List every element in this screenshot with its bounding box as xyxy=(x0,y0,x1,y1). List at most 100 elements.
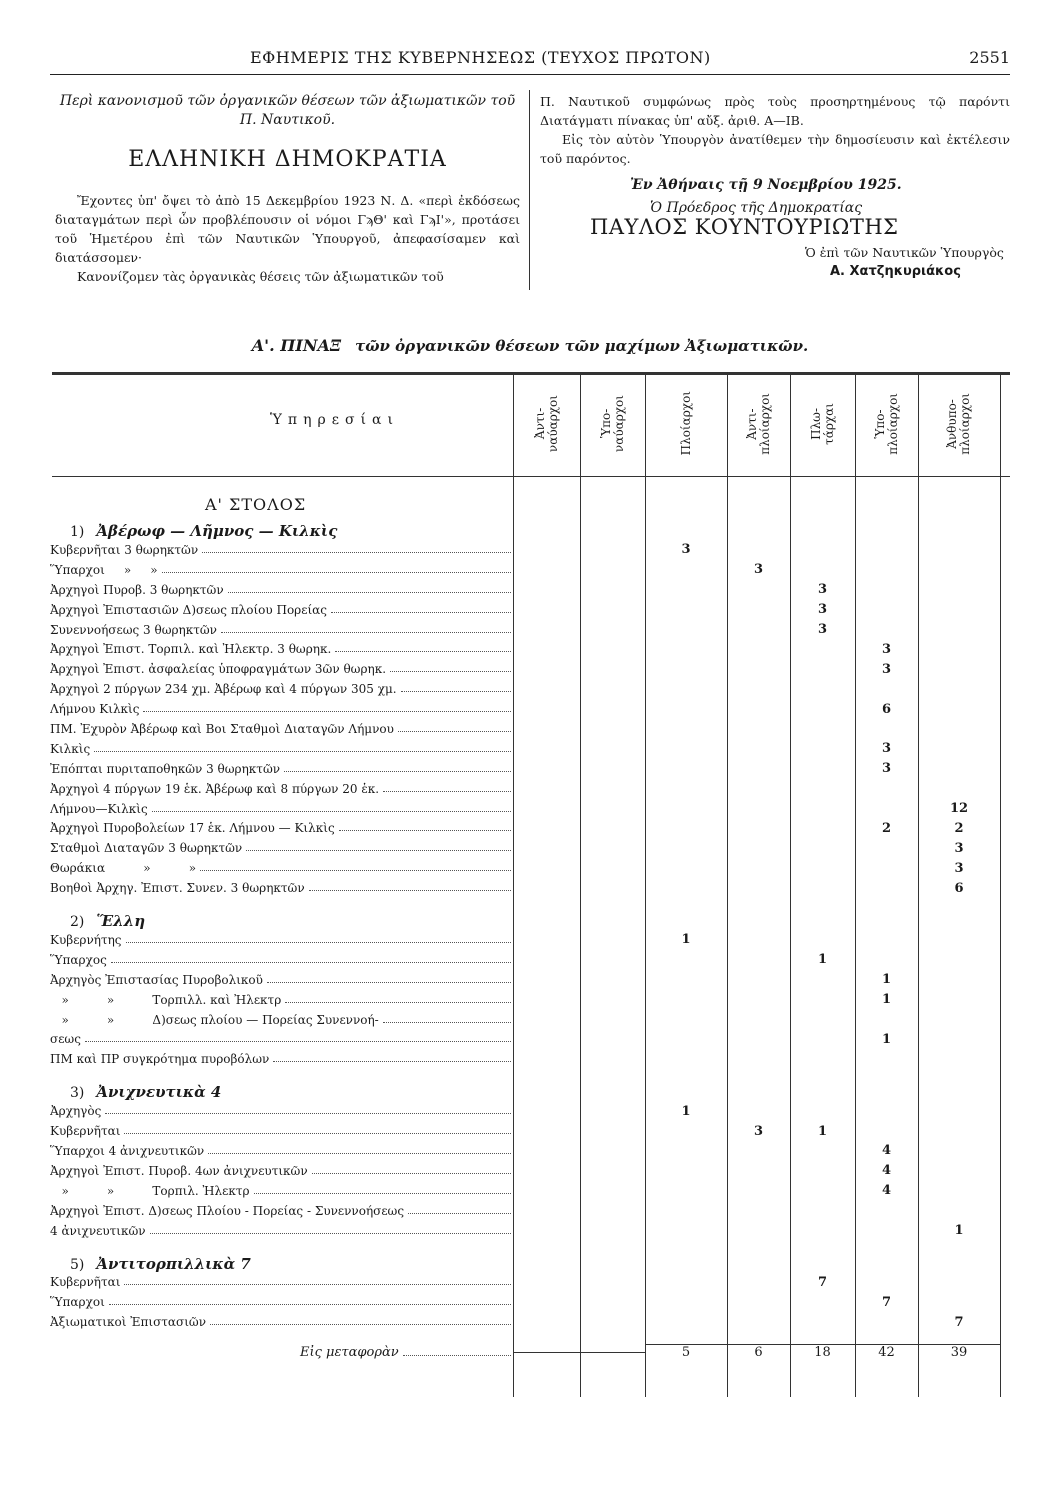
dot-leader xyxy=(335,642,511,653)
dot-leader xyxy=(246,841,511,852)
section-number: 3) xyxy=(70,1085,85,1102)
row-label-text: Ἀρχηγοὶ Ἐπιστ. Πυροβ. 4ων ἀνιχνευτικῶν xyxy=(50,1163,308,1178)
place-date: Ἐν Ἀθήναις τῇ 9 Νοεμβρίου 1925. xyxy=(630,177,902,193)
table-row: Ἀρχηγοὶ Ἐπιστασιῶν Δ)σεως πλοίου Πορείας… xyxy=(0,600,1060,620)
table-cell: 1 xyxy=(881,1031,892,1047)
table-cell: 3 xyxy=(881,741,892,757)
table-row: Ἀρχηγὸς 1 xyxy=(0,1101,1060,1121)
row-label-text: Ἀξιωματικοὶ Ἐπιστασιῶν xyxy=(50,1315,206,1330)
row-label: Κυβερνῆται xyxy=(50,1275,513,1289)
dot-leader xyxy=(253,1184,511,1194)
row-label: ΠΜ. Ἐχυρὸν Ἀβέρωφ καὶ Βοι Σταθμοὶ Διαταγ… xyxy=(50,722,513,736)
section-name: Ἀντιτορπιλλικὰ 7 xyxy=(96,1254,251,1273)
table-row: » » Δ)σεως πλοίου — Πορείας Συνεννοή- xyxy=(0,1010,1060,1030)
row-label-text: Ἀρχηγοὶ Πυροβολείων 17 ἑκ. Λήμνου — Κιλκ… xyxy=(50,821,335,836)
table-row: Λήμνου Κιλκὶς 6 xyxy=(0,699,1060,719)
table-cell: 1 xyxy=(881,992,892,1008)
row-label-text: Θωράκια » » xyxy=(50,861,197,876)
row-label: Ἐπόπται πυριταποθηκῶν 3 θωρηκτῶν xyxy=(50,762,513,776)
table-cell: 1 xyxy=(817,1123,828,1139)
row-label-text: Λήμνου—Κιλκὶς xyxy=(50,801,148,816)
dot-leader xyxy=(143,702,511,713)
table-body: Α' ΣΤΟΛΟΣ 1) Ἀβέρωφ — Λῆμνος — Κιλκὶς Κυβερ… xyxy=(0,484,1060,1364)
column-header-label: Ὑπο- ναύαρχοι xyxy=(598,394,626,453)
row-label: Βοηθοὶ Ἀρχηγ. Ἐπιστ. Συνεν. 3 θωρηκτῶν xyxy=(50,881,513,895)
dot-leader xyxy=(383,782,511,792)
column-header: Ὑπο- ναύαρχοι xyxy=(580,376,645,471)
section-number: 2) xyxy=(70,914,85,931)
column-rule xyxy=(790,372,791,1397)
dot-leader xyxy=(161,563,511,573)
dot-leader xyxy=(338,821,511,832)
row-label-text: Ἀρχηγοὶ Ἐπιστασιῶν Δ)σεως πλοίου Πορείας xyxy=(50,602,327,617)
row-label: Ὕπαρχος xyxy=(50,953,513,967)
dot-leader xyxy=(84,1032,511,1043)
dot-leader xyxy=(124,1124,511,1135)
row-label: » » Τορπιλ. Ἠλεκτρ xyxy=(50,1184,513,1198)
row-label-text: Ἀρχηγοὶ 4 πύργων 19 ἑκ. Ἀβέρωφ καὶ 8 πύρ… xyxy=(50,781,380,796)
table-row: Ἀρχηγὸς Ἐπιστασίας Πυροβολικοῦ 1 xyxy=(0,970,1060,990)
section-heading: 3) Ἀνιχνευτικὰ 4 xyxy=(0,1069,1060,1101)
decree-paragraph: Ἔχοντες ὑπ' ὄψει τὸ ἀπὸ 15 Δεκεμβρίου 19… xyxy=(55,193,520,265)
column-header: Πλω- τάρχαι xyxy=(790,376,855,471)
table-cell: 39 xyxy=(918,1344,1000,1360)
row-label-text: σεως xyxy=(50,1032,81,1047)
table-row: σεως 1 xyxy=(0,1029,1060,1049)
table-row: Θωράκια » » 3 xyxy=(0,858,1060,878)
row-label-text: » » Τορπιλ. Ἠλεκτρ xyxy=(50,1183,250,1198)
row-label: Ἀρχηγοὶ 4 πύργων 19 ἑκ. Ἀβέρωφ καὶ 8 πύρ… xyxy=(50,782,513,796)
dot-leader xyxy=(308,881,511,892)
row-label-text: Ὕπαρχοι xyxy=(50,1295,105,1310)
row-label-text: Ἀρχηγὸς Ἐπιστασίας Πυροβολικοῦ xyxy=(50,972,263,987)
table-row: Κιλκὶς 3 xyxy=(0,739,1060,759)
gazette-title: ΕΦΗΜΕΡΙΣ ΤΗΣ ΚΥΒΕΡΝΗΣΕΩΣ (ΤΕΥΧΟΣ ΠΡΩΤΟΝ) xyxy=(250,48,711,67)
table-row: Ἀρχηγοὶ Ἐπιστ. Δ)σεως Πλοίου - Πορείας -… xyxy=(0,1201,1060,1221)
minister-title: Ὁ ἐπὶ τῶν Ναυτικῶν Ὑπουργὸς xyxy=(805,245,1004,260)
table-title-prefix: Α'. ΠΙΝΑΞ xyxy=(251,336,342,355)
table-row: Συνεννοήσεως 3 θωρηκτῶν 3 xyxy=(0,620,1060,640)
dot-leader xyxy=(210,1315,511,1326)
dot-leader xyxy=(402,1345,511,1356)
table-row: Ἀρχηγοὶ Πυροβολείων 17 ἑκ. Λήμνου — Κιλκ… xyxy=(0,818,1060,838)
row-label-text: Κιλκὶς xyxy=(50,741,91,756)
table-row: Λήμνου—Κιλκὶς 12 xyxy=(0,799,1060,819)
table-cell: 1 xyxy=(817,952,828,968)
page-number: 2551 xyxy=(969,48,1010,67)
dot-leader xyxy=(124,1275,511,1286)
table-row: Ἀρχηγοὶ 4 πύργων 19 ἑκ. Ἀβέρωφ καὶ 8 πύρ… xyxy=(0,779,1060,799)
column-rule xyxy=(1000,372,1001,1397)
table-cell: 2 xyxy=(881,820,892,836)
row-label: Συνεννοήσεως 3 θωρηκτῶν xyxy=(50,623,513,637)
table-cell: 3 xyxy=(753,1123,764,1139)
column-rule xyxy=(580,372,581,1397)
row-label-text: » » Τορπιλλ. καὶ Ἠλεκτρ xyxy=(50,992,282,1007)
column-header-label: Πλοίαρχοι xyxy=(678,391,693,456)
dot-leader xyxy=(390,662,511,673)
row-label-text: Ἀρχηγοὶ Ἐπιστ. ἀσφαλείας ὑποφραγμάτων 3ῶ… xyxy=(50,662,387,677)
president-title: Ὁ Πρόεδρος τῆς Δημοκρατίας xyxy=(650,200,863,216)
table-row: Ὕπαρχοι 4 ἀνιχνευτικῶν 4 xyxy=(0,1141,1060,1161)
row-label: Ὕπαρχοι » » xyxy=(50,563,513,577)
dot-leader xyxy=(397,722,511,732)
row-label: Ἀρχηγοὶ Ἐπιστ. Πυροβ. 4ων ἀνιχνευτικῶν xyxy=(50,1164,513,1178)
section-number: 5) xyxy=(70,1256,85,1273)
table-row: Κυβερνῆται 7 xyxy=(0,1273,1060,1293)
dot-leader xyxy=(266,973,511,983)
table-row: » » Τορπιλ. Ἠλεκτρ 4 xyxy=(0,1181,1060,1201)
column-header: Ἀνθυπο- πλοίαρχοι xyxy=(918,376,1000,471)
row-label: 4 ἀνιχνευτικῶν xyxy=(50,1224,513,1238)
row-label-text: ΠΜ καὶ ΠΡ συγκρότημα πυροβόλων xyxy=(50,1052,270,1067)
total-label: Εἰς μεταφορὰν xyxy=(50,1345,513,1360)
table-row: ΠΜ καὶ ΠΡ συγκρότημα πυροβόλων xyxy=(0,1049,1060,1069)
decree-left-column: Περὶ κανονισμοῦ τῶν ὀργανικῶν θέσεων τῶν… xyxy=(55,92,520,286)
row-label-text: Ἀρχηγοὶ Ἐπιστ. Τορπιλ. καὶ Ἠλεκτρ. 3 θωρ… xyxy=(50,642,332,657)
table-row: Ἀρχηγοὶ Ἐπιστ. ἀσφαλείας ὑποφραγμάτων 3ῶ… xyxy=(0,659,1060,679)
column-header: Ἀντι- πλοίαρχοι xyxy=(727,376,790,471)
row-label: ΠΜ καὶ ΠΡ συγκρότημα πυροβόλων xyxy=(50,1052,513,1066)
column-header: Πλοίαρχοι xyxy=(645,376,727,471)
section-name: Ἀνιχνευτικὰ 4 xyxy=(96,1083,222,1102)
row-label-text: Κυβερνῆται xyxy=(50,1275,121,1290)
row-label: Λήμνου Κιλκὶς xyxy=(50,702,513,716)
dot-leader xyxy=(105,1104,511,1115)
table-row: Ἀρχηγοὶ 2 πύργων 234 χμ. Ἀβέρωφ καὶ 4 πύ… xyxy=(0,679,1060,699)
